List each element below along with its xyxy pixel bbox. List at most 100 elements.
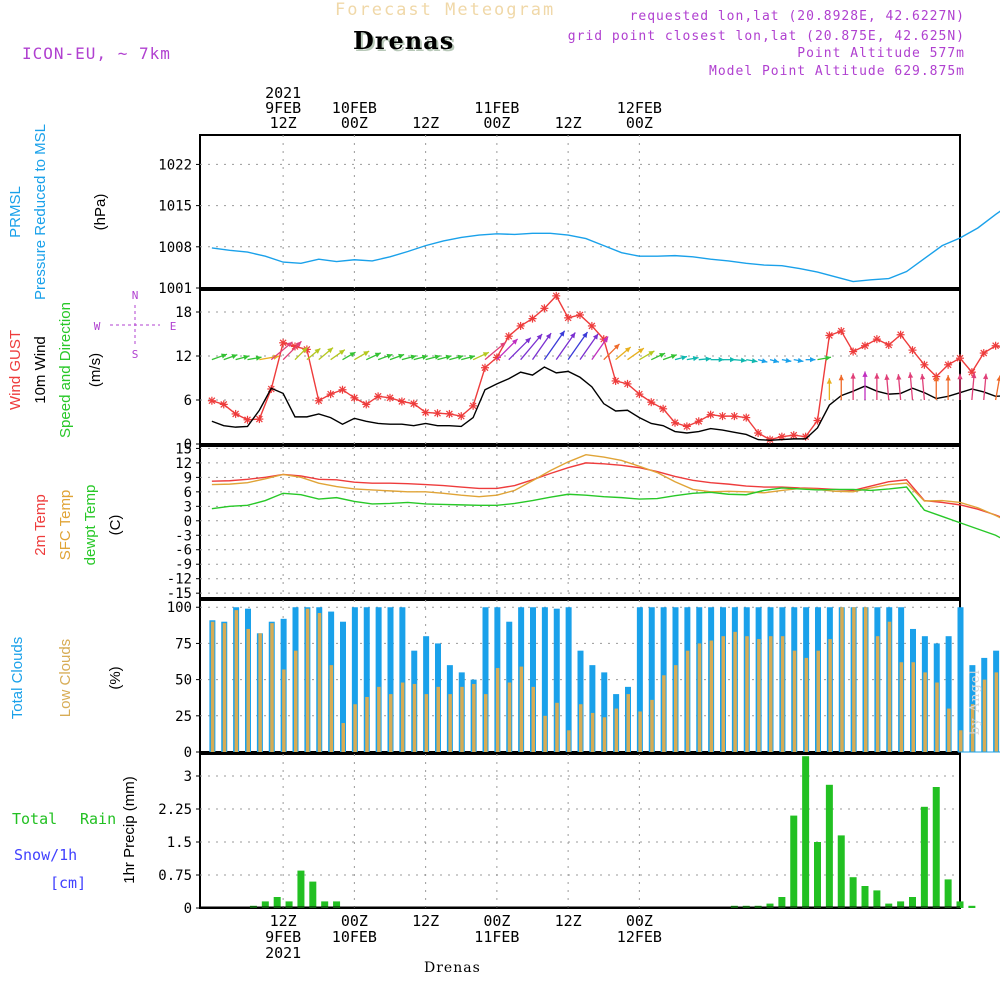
wind-ytick-label: 6 <box>184 393 192 409</box>
gust-marker <box>885 341 893 349</box>
wind-arrow-head <box>314 348 321 354</box>
clouds-ytick-label: 50 <box>175 673 192 689</box>
requested-lonlat: requested lon,lat (20.8928E, 42.6227N) <box>629 9 965 24</box>
wind-arrow-head <box>482 352 489 357</box>
precip-bar <box>297 870 305 908</box>
low-cloud-bar <box>733 631 737 752</box>
prmsl-line <box>211 210 1000 283</box>
precip-bar <box>849 877 857 908</box>
low-cloud-bar <box>555 702 559 752</box>
wind-arrow-head <box>570 332 576 339</box>
clouds-label-unit: (%) <box>107 666 124 689</box>
wind-arrow-head <box>740 357 747 363</box>
bottom-time-label: 12Z <box>270 912 297 930</box>
total-cloud-bar <box>340 621 346 752</box>
precip-bar <box>968 905 976 908</box>
gust-marker <box>469 402 477 410</box>
precip-bar <box>897 901 905 908</box>
low-cloud-bar <box>567 730 571 752</box>
gust-marker <box>434 409 441 417</box>
low-cloud-bar <box>543 715 547 752</box>
total-cloud-bar <box>589 665 596 752</box>
wind-gust-line <box>211 294 1000 441</box>
low-cloud-bar <box>436 686 440 752</box>
gust-marker <box>220 400 228 408</box>
bottom-time-label: 12FEB <box>617 928 662 946</box>
gust-marker <box>374 392 382 400</box>
low-cloud-bar <box>353 704 357 752</box>
gust-marker <box>588 322 596 330</box>
gust-marker <box>481 364 489 372</box>
low-cloud-bar <box>828 639 832 752</box>
top-time-label: 2021 <box>265 84 301 102</box>
low-cloud-bar <box>626 694 630 752</box>
wind-arrow-head <box>559 330 565 337</box>
wind-arrow-head <box>500 342 506 348</box>
gust-marker <box>505 332 513 340</box>
gust-marker <box>410 400 418 408</box>
wind-arrow-head <box>286 341 293 348</box>
wind-arrow-head <box>386 353 393 359</box>
low-cloud-bar <box>365 696 369 752</box>
wind-arrow-head <box>220 353 227 359</box>
gust-marker <box>861 342 869 350</box>
low-cloud-bar <box>448 694 452 752</box>
precip-bar <box>309 881 317 908</box>
wind-arrow-head <box>592 333 599 340</box>
wind-arrow-head <box>327 347 334 354</box>
clouds-ytick-label: 0 <box>184 745 192 761</box>
gust-marker <box>279 339 287 347</box>
station-title: Drenas <box>353 26 455 55</box>
low-cloud-bar <box>923 672 927 752</box>
low-cloud-bar <box>507 682 512 752</box>
low-cloud-bar <box>519 666 524 752</box>
total-cloud-bar <box>636 607 643 752</box>
low-cloud-bar <box>792 650 797 752</box>
wind-arrow-head <box>730 357 736 363</box>
model-point-altitude: Model Point Altitude 629.875m <box>709 64 965 79</box>
precip-bar <box>920 806 928 908</box>
clouds-label-total: Total Clouds <box>9 637 26 720</box>
top-time-label: 9FEB <box>265 99 301 117</box>
low-cloud-bar <box>947 708 951 752</box>
gust-marker <box>968 368 976 376</box>
total-cloud-bar <box>387 607 394 752</box>
gust-marker <box>814 417 821 424</box>
wind-arrow-head <box>301 347 308 353</box>
low-cloud-bar <box>816 650 820 752</box>
wind-arrow-head <box>602 336 609 343</box>
total-cloud-bar <box>648 607 655 752</box>
low-cloud-bar <box>412 683 417 752</box>
wind-arrow-head <box>850 373 856 379</box>
pressure-panel <box>196 134 1000 289</box>
wind-arrow-head <box>363 351 370 357</box>
low-cloud-bar <box>899 662 904 752</box>
gust-marker <box>624 380 631 388</box>
2m-temp-line <box>211 462 1000 518</box>
low-cloud-bar <box>662 675 666 752</box>
wind-arrow-head <box>273 354 280 360</box>
low-cloud-bar <box>674 665 678 752</box>
precip-bar <box>932 787 940 908</box>
low-cloud-bar <box>780 636 785 752</box>
precip-bar <box>790 815 798 908</box>
precipitation-panel <box>196 753 976 909</box>
precip-bar <box>802 756 810 908</box>
wind-arrow-head <box>434 354 441 360</box>
wind-arrow-head <box>874 373 880 379</box>
wind-arrow-head <box>338 349 345 355</box>
wind-arrow-head <box>624 347 631 353</box>
pressure-ytick-label: 1008 <box>158 240 192 256</box>
wind-arrow-head <box>582 332 588 338</box>
wind-arrow-head <box>659 353 666 358</box>
low-cloud-bar <box>721 636 725 752</box>
wind-arrow-head <box>445 354 452 360</box>
pressure-label-prmsl: PRMSL <box>7 186 24 238</box>
low-cloud-bar <box>531 686 535 752</box>
temperature-ytick-label: -12 <box>167 572 192 588</box>
wind-ytick-label: 12 <box>175 349 192 365</box>
top-time-label: 12Z <box>555 114 582 132</box>
gust-marker <box>493 354 501 361</box>
low-cloud-bar <box>614 708 619 752</box>
low-cloud-bar <box>982 679 987 752</box>
